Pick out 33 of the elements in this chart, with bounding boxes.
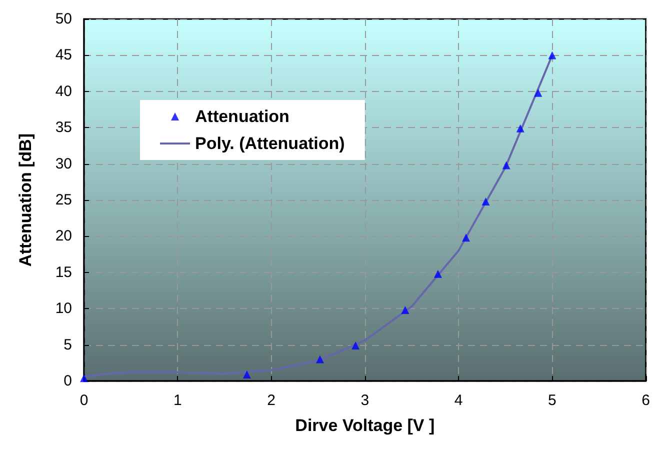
y-tick-label: 25: [55, 192, 72, 208]
point: [502, 161, 510, 170]
x-axis-title: Dirve Voltage [V ]: [295, 416, 435, 435]
y-tick-label: 50: [55, 10, 72, 28]
x-tick-label: 0: [80, 392, 88, 409]
x-tick-label: 6: [642, 392, 650, 409]
y-tick-label: 5: [64, 336, 72, 354]
y-tick-label: 40: [55, 82, 72, 100]
y-axis-title: Attenuation [dB]: [16, 133, 35, 267]
y-tick-label: 35: [55, 119, 72, 136]
point: [534, 88, 542, 97]
x-tick-label: 5: [548, 392, 556, 409]
y-tick-label: 45: [55, 46, 72, 64]
x-tick-label: 2: [267, 392, 276, 409]
point: [401, 306, 410, 314]
x-tick-label: 1: [173, 392, 182, 409]
point: [242, 370, 251, 378]
point: [516, 124, 524, 132]
x-tick-label: 4: [454, 392, 463, 409]
y-tick-label: 20: [55, 228, 72, 245]
point: [548, 51, 556, 60]
point: [462, 234, 470, 242]
point: [434, 270, 442, 278]
y-tick-label: 0: [64, 372, 72, 390]
y-tick-label: 30: [55, 155, 72, 172]
point: [482, 197, 490, 206]
legend-label: Poly. (Attenuation): [195, 134, 345, 153]
y-tick-label: 10: [55, 300, 72, 318]
x-tick-label: 3: [360, 392, 370, 409]
point: [316, 355, 324, 364]
point: [352, 342, 360, 350]
y-tick-label: 15: [55, 264, 72, 281]
legend-label: Attenuation: [195, 107, 290, 126]
